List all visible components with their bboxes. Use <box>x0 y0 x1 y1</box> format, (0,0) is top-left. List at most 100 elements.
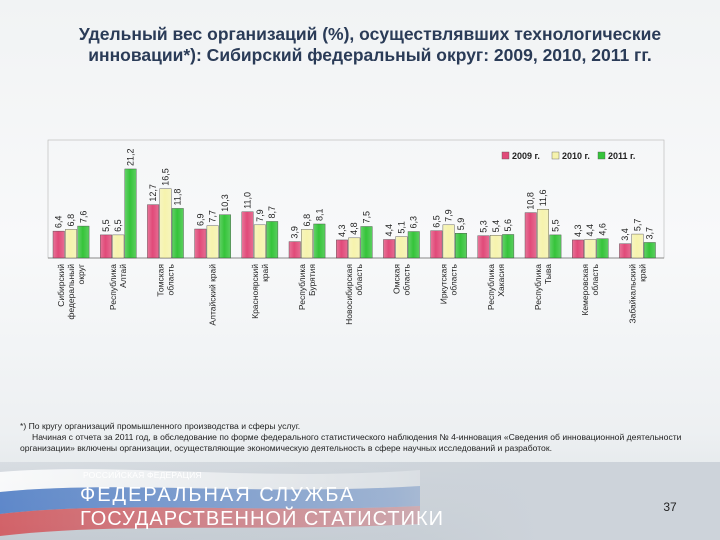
category-label-11-1: область <box>590 263 600 295</box>
legend-label-2010: 2010 г. <box>562 151 590 161</box>
value-label-10-1: 11,6 <box>538 189 548 206</box>
category-label-4-0: Красноярский <box>250 264 260 319</box>
value-label-4-1: 7,9 <box>255 209 265 222</box>
bar-11-2 <box>596 238 609 259</box>
legend-label-2011: 2011 г. <box>608 151 635 161</box>
category-label-9-0: Республика <box>486 264 496 310</box>
value-label-12-0: 3,4 <box>620 228 630 241</box>
bar-3-1 <box>206 225 219 259</box>
value-label-0-0: 6,4 <box>54 216 64 229</box>
category-label-1-0: Республика <box>108 264 118 310</box>
value-label-12-1: 5,7 <box>632 219 642 232</box>
bar-9-1 <box>489 235 502 259</box>
value-label-6-1: 4,8 <box>349 222 359 235</box>
legend-label-2009: 2009 г. <box>512 151 540 161</box>
value-label-2-2: 11,8 <box>173 189 183 206</box>
slide-title-line-1: Удельный вес организаций (%), осуществля… <box>78 24 662 44</box>
value-label-6-0: 4,3 <box>337 224 347 237</box>
bar-12-1 <box>631 233 644 259</box>
value-label-9-1: 5,4 <box>491 220 501 233</box>
value-label-10-0: 10,8 <box>526 192 536 210</box>
bar-10-0 <box>524 212 537 259</box>
bar-12-0 <box>619 243 632 259</box>
bar-3-2 <box>218 214 231 259</box>
bar-10-1 <box>537 209 549 259</box>
value-label-7-1: 5,1 <box>396 221 406 234</box>
value-label-2-1: 16,5 <box>160 168 170 186</box>
legend-swatch-2011 <box>597 151 606 160</box>
value-label-10-2: 5,5 <box>550 219 560 232</box>
footnote-line-1: *) По кругу организаций промышленного пр… <box>20 421 301 431</box>
bar-5-0 <box>288 241 301 259</box>
value-label-9-2: 5,6 <box>503 219 513 232</box>
bar-7-1 <box>395 236 408 259</box>
bar-4-0 <box>241 211 254 259</box>
category-label-5-0: Республика <box>297 264 307 310</box>
footer-top-label: РОССИЙСКАЯ ФЕДЕРАЦИЯ <box>83 470 202 480</box>
category-label-1-1: Алтай <box>118 264 128 288</box>
value-label-7-2: 6,3 <box>409 216 419 229</box>
value-label-9-0: 5,3 <box>479 220 489 233</box>
category-label-2-1: область <box>165 263 175 295</box>
value-label-1-1: 6,5 <box>113 219 123 232</box>
bar-5-2 <box>313 223 326 259</box>
value-label-6-2: 7,5 <box>362 211 372 224</box>
footer-agency-line-2: ГОСУДАРСТВЕННОЙ СТАТИСТИКИ <box>80 508 444 530</box>
chart: 2009 г. 2010 г. 2011 г. 6,4 6,8 7,6 Сибирский ф… <box>47 139 665 326</box>
bar-12-2 <box>643 242 656 259</box>
bar-4-1 <box>253 224 266 259</box>
category-label-8-0: Иркутская <box>439 264 449 305</box>
bar-4-2 <box>266 221 279 259</box>
bar-11-1 <box>584 239 597 259</box>
value-label-3-0: 6,9 <box>195 214 205 227</box>
slide-title-line-2: инновации*): Сибирский федеральный округ… <box>88 45 652 65</box>
bar-6-0 <box>336 239 348 259</box>
bar-2-0 <box>147 204 160 259</box>
footnote-line-2: Начиная с отчета за 2011 год, в обследов… <box>20 432 682 454</box>
category-label-12-0: Забайкальский <box>627 264 637 324</box>
bar-7-0 <box>383 239 396 259</box>
value-label-0-2: 7,6 <box>78 211 88 224</box>
category-label-11-0: Кемеровская <box>580 264 590 316</box>
bar-5-1 <box>301 229 313 259</box>
category-label-6-0: Новосибирская <box>344 264 354 325</box>
category-label-6-1: область <box>354 263 364 295</box>
flag-swoosh-graphic <box>0 462 720 540</box>
value-label-5-1: 6,8 <box>302 214 312 227</box>
value-label-11-1: 4,4 <box>585 224 595 237</box>
category-label-3-0: Алтайский край <box>208 264 218 326</box>
bar-6-1 <box>348 237 361 259</box>
category-label-5-1: Бурятия <box>307 264 317 296</box>
value-label-2-0: 12,7 <box>148 184 158 202</box>
bar-0-2 <box>77 225 90 259</box>
bar-6-2 <box>360 226 373 259</box>
bar-8-2 <box>455 233 467 259</box>
bar-0-0 <box>52 230 65 259</box>
category-label-7-1: область <box>401 263 411 295</box>
value-label-4-0: 11,0 <box>243 192 253 209</box>
value-label-12-2: 3,7 <box>645 227 655 240</box>
bar-1-2 <box>124 168 137 259</box>
bar-11-0 <box>572 239 584 259</box>
bar-9-0 <box>477 235 490 259</box>
category-label-0-0: Сибирский <box>56 264 66 307</box>
category-label-0-1: федеральный <box>66 264 76 320</box>
value-label-11-0: 4,3 <box>573 224 583 237</box>
value-label-8-1: 7,9 <box>444 209 454 222</box>
legend-swatch-2009 <box>501 151 510 160</box>
bar-2-2 <box>171 208 184 259</box>
bar-9-2 <box>502 234 515 259</box>
value-label-5-0: 3,9 <box>290 226 300 239</box>
value-label-7-0: 4,4 <box>384 224 394 237</box>
page-number: 37 <box>663 500 677 514</box>
category-label-8-1: область <box>449 263 459 295</box>
category-label-0-2: округ <box>76 264 86 284</box>
value-label-4-2: 8,7 <box>267 206 277 219</box>
bar-3-0 <box>194 228 207 259</box>
category-label-2-0: Томская <box>155 264 165 297</box>
bar-7-2 <box>407 231 420 259</box>
category-label-7-0: Омская <box>391 264 401 294</box>
value-label-3-2: 10,3 <box>220 194 230 212</box>
bar-1-1 <box>112 234 125 259</box>
bar-10-2 <box>549 234 562 259</box>
